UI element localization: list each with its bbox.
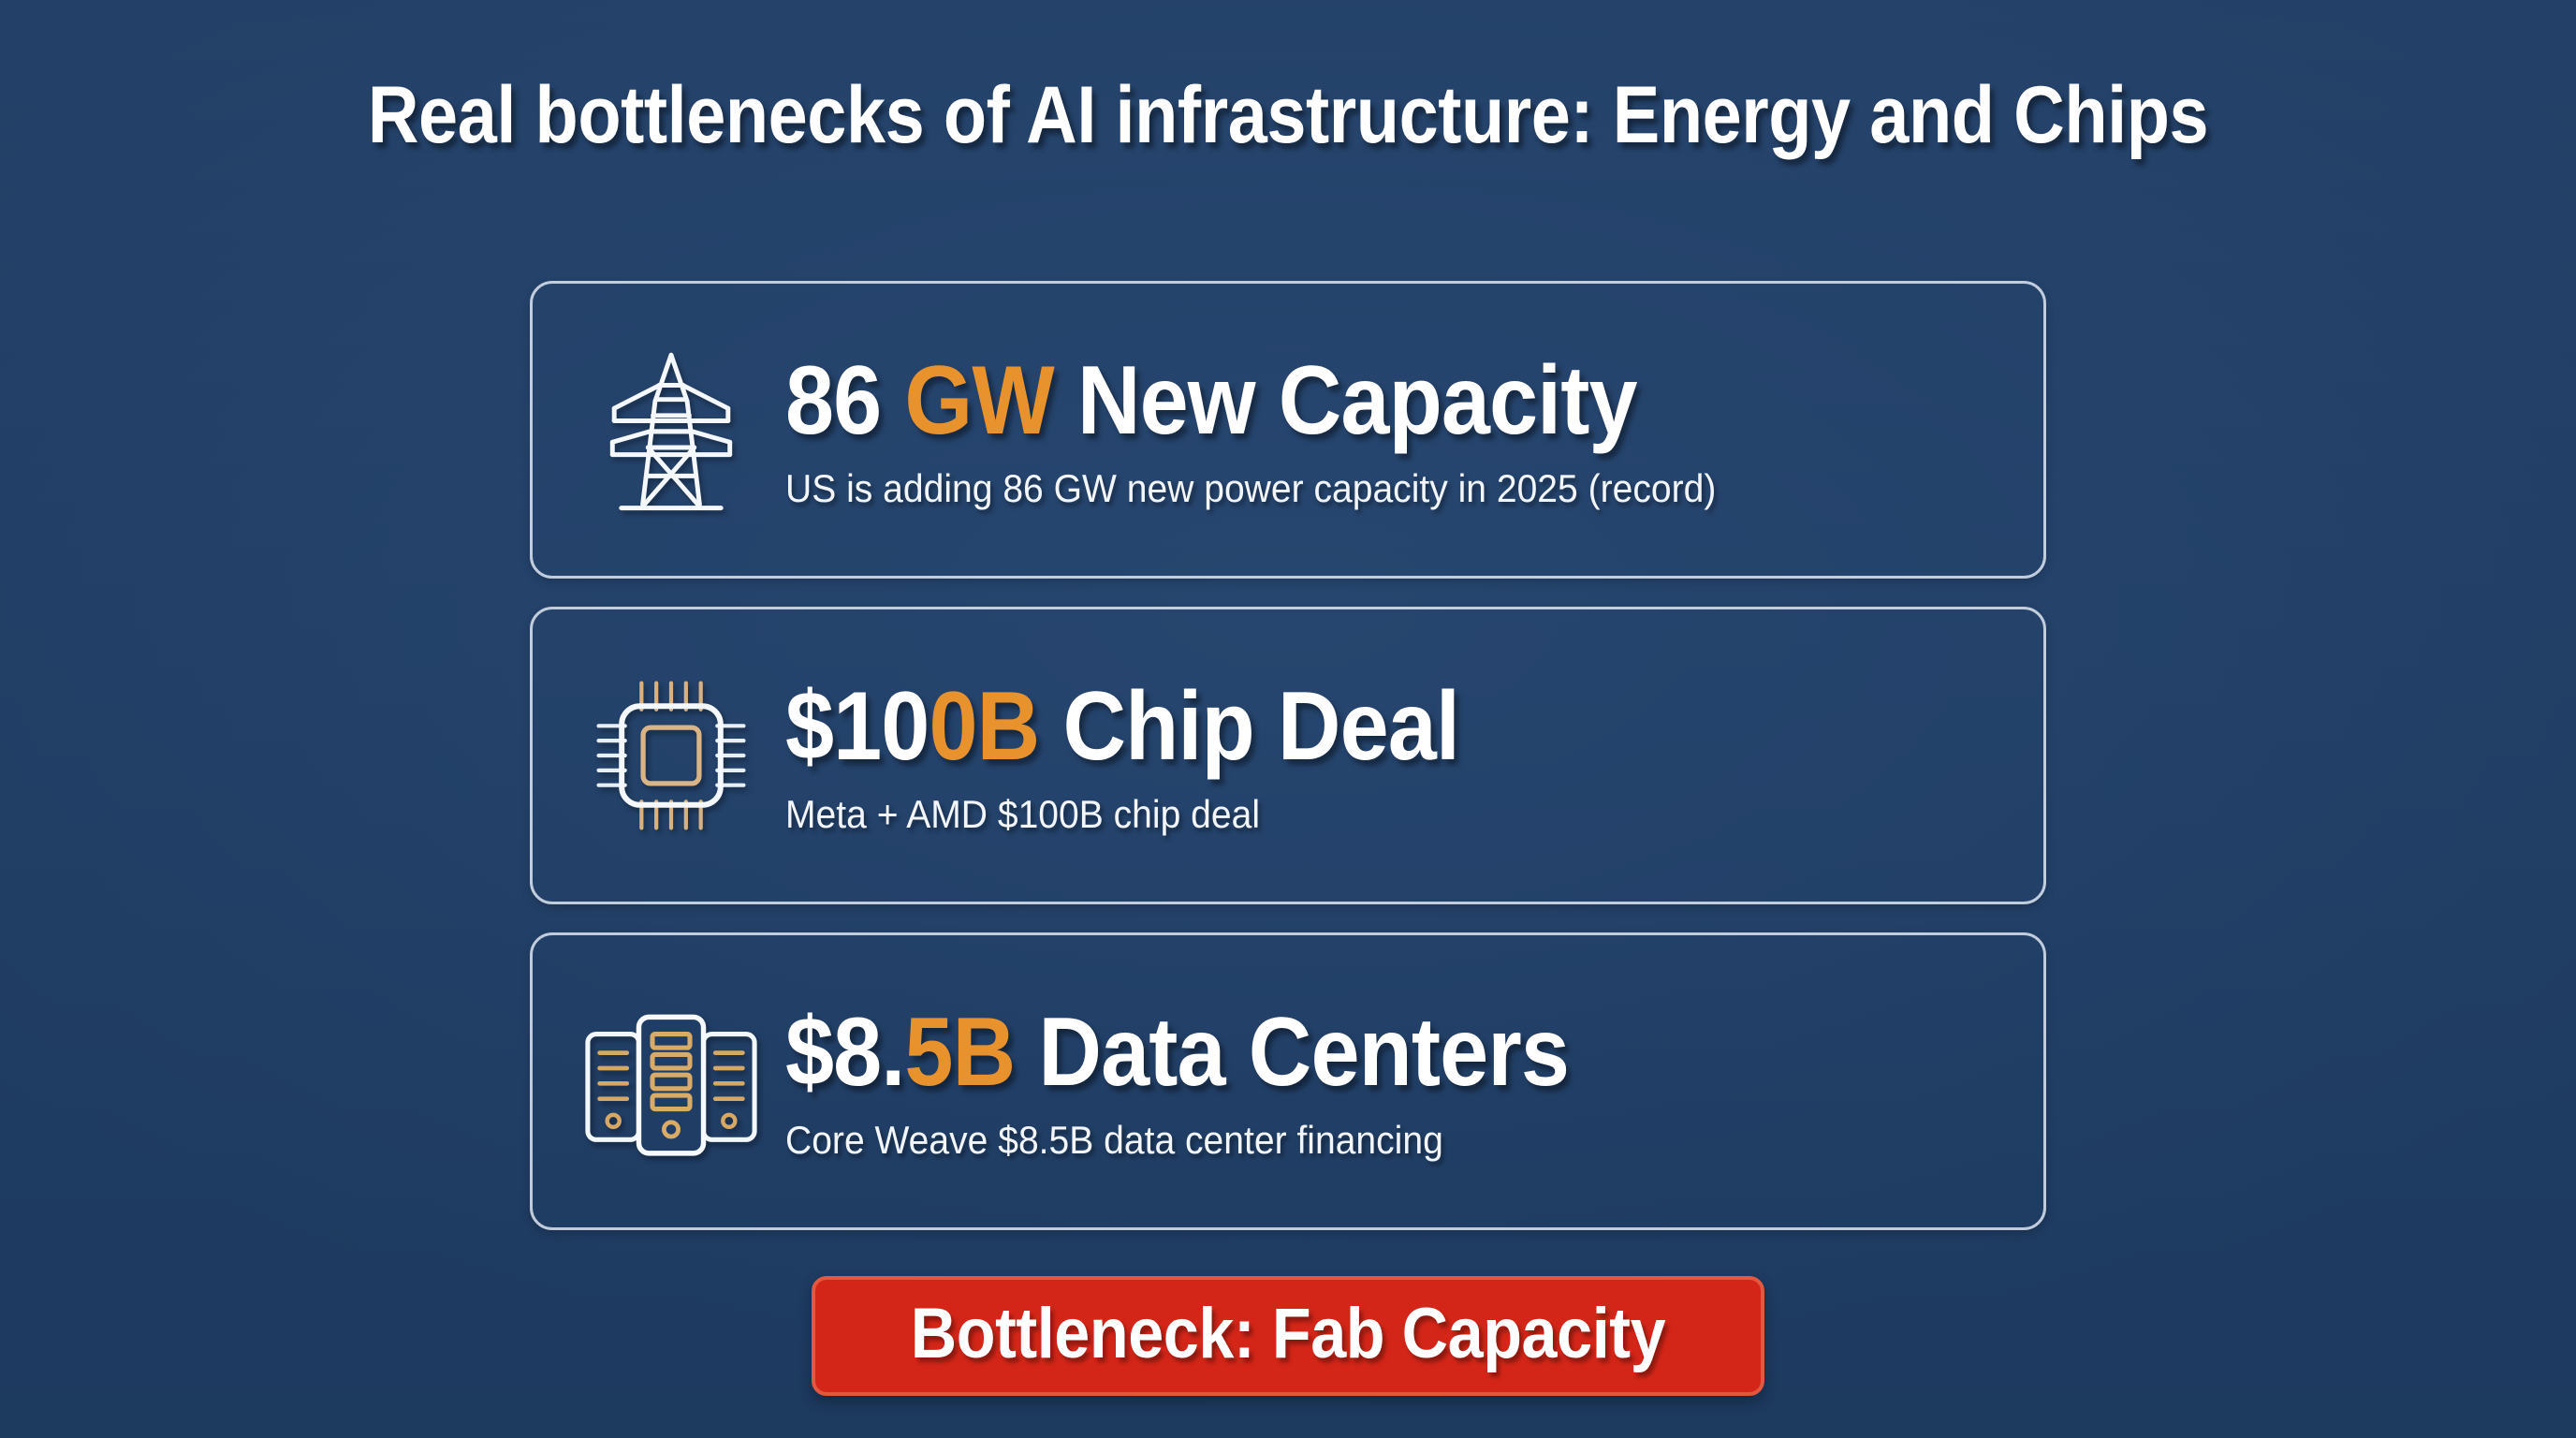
headline-pre: $8. [785, 997, 905, 1107]
card-list: 86 GW New Capacity US is adding 86 GW ne… [530, 281, 2046, 1258]
headline-post: New Capacity [1053, 345, 1638, 455]
card-subline: US is adding 86 GW new power capacity in… [785, 465, 1717, 510]
microchip-icon [533, 609, 785, 902]
headline-post: Data Centers [1015, 997, 1570, 1107]
card-text-chip-deal: $100B Chip Deal Meta + AMD $100B chip de… [785, 673, 2043, 838]
headline-pre: 86 [785, 345, 905, 455]
bottleneck-banner-label: Bottleneck: Fab Capacity [910, 1294, 1666, 1373]
server-rack-icon [533, 935, 785, 1227]
card-subline: Meta + AMD $100B chip deal [785, 791, 1261, 836]
card-text-new-capacity: 86 GW New Capacity US is adding 86 GW ne… [785, 347, 2043, 512]
card-data-centers[interactable]: $8.5B Data Centers Core Weave $8.5B data… [530, 932, 2046, 1230]
card-text-data-centers: $8.5B Data Centers Core Weave $8.5B data… [785, 999, 2043, 1164]
card-headline: $100B Chip Deal [785, 677, 1884, 776]
card-new-capacity[interactable]: 86 GW New Capacity US is adding 86 GW ne… [530, 281, 2046, 579]
headline-pre: $10 [785, 671, 929, 781]
headline-accent: 0B [929, 671, 1040, 781]
headline-accent: 5B [904, 997, 1016, 1107]
card-subline: Core Weave $8.5B data center financing [785, 1117, 1443, 1162]
bottleneck-banner[interactable]: Bottleneck: Fab Capacity [812, 1276, 1764, 1396]
headline-accent: GW [904, 345, 1054, 455]
card-headline: $8.5B Data Centers [785, 1003, 1884, 1102]
page-title: Real bottlenecks of AI infrastructure: E… [367, 70, 2209, 160]
banner-container: Bottleneck: Fab Capacity [0, 1276, 2576, 1396]
power-transmission-tower-icon [533, 284, 785, 576]
headline-post: Chip Deal [1039, 671, 1460, 781]
card-headline: 86 GW New Capacity [785, 351, 1884, 450]
card-chip-deal[interactable]: $100B Chip Deal Meta + AMD $100B chip de… [530, 607, 2046, 904]
